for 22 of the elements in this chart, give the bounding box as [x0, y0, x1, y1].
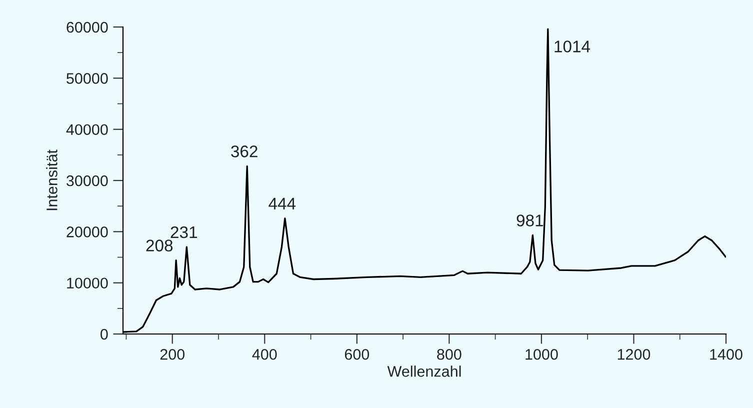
annotation: 444 — [268, 198, 296, 210]
y-tick-label: 10000 — [67, 278, 108, 289]
x-tick-label: 800 — [437, 348, 462, 360]
x-tick-label: 1200 — [618, 348, 650, 360]
x-tick-label: 200 — [160, 348, 185, 360]
y-tick-label: 50000 — [66, 73, 108, 84]
annotation: 1014 — [554, 40, 590, 52]
annotation: 362 — [231, 146, 258, 158]
annotation: 208 — [146, 240, 173, 252]
x-tick-label: 600 — [344, 348, 370, 360]
annotation: 981 — [516, 214, 544, 226]
y-tick-label: 0 — [100, 328, 108, 340]
y-axis-title: Intensität — [46, 150, 58, 210]
x-tick-label: 400 — [252, 348, 277, 360]
y-tick-label: 40000 — [66, 124, 108, 136]
x-tick-label: 1000 — [526, 348, 558, 360]
y-tick-label: 20000 — [66, 226, 108, 238]
y-tick-label: 60000 — [66, 22, 108, 33]
y-tick-label: 30000 — [66, 175, 108, 186]
x-tick-label: 1400 — [710, 348, 742, 360]
x-axis-title: Wellenzahl — [387, 366, 461, 377]
annotation: 231 — [170, 226, 197, 238]
